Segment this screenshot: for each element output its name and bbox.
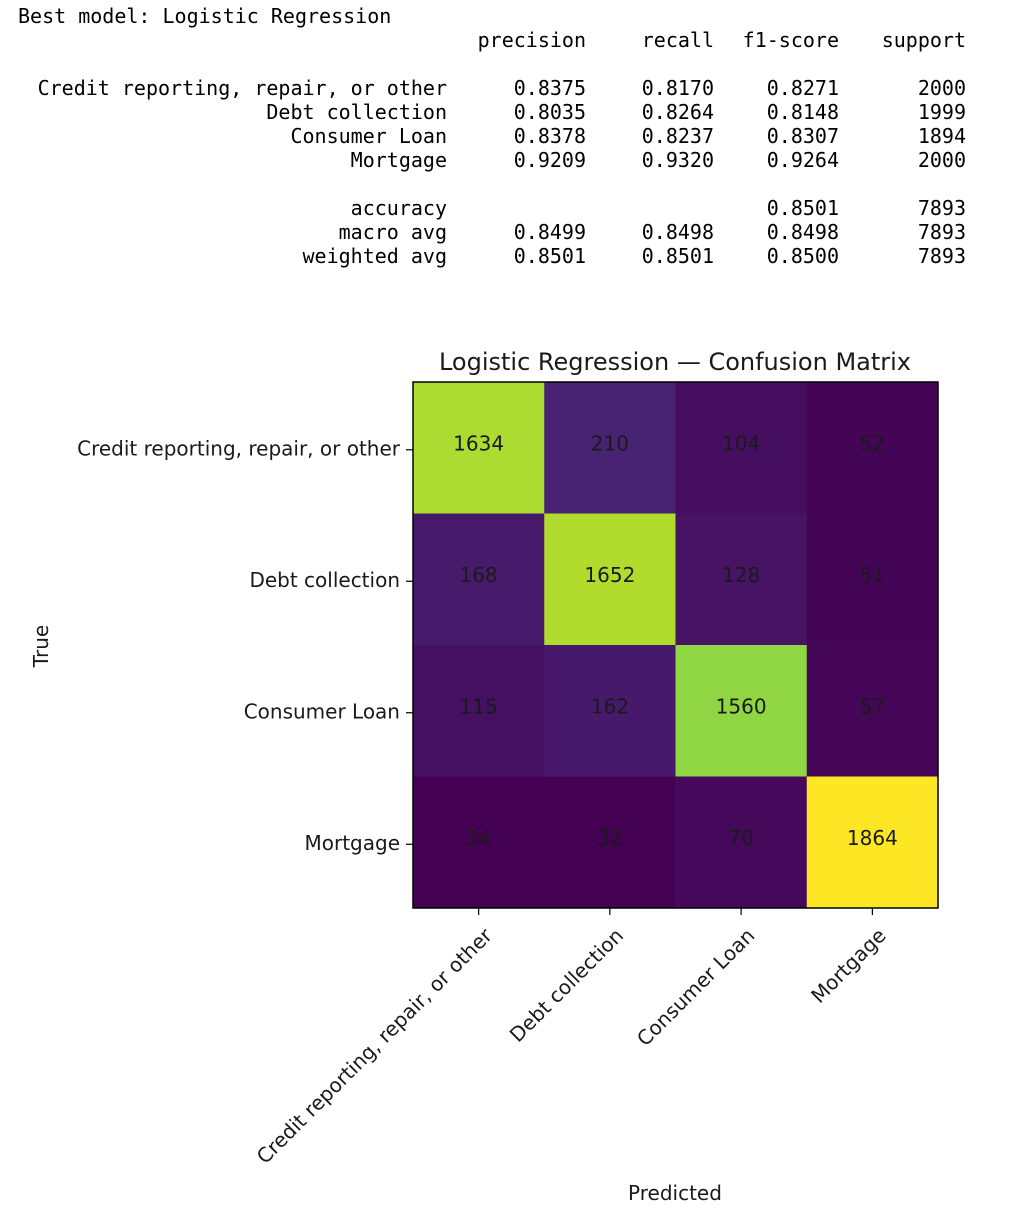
y-axis-label: True [29,625,53,668]
heatmap-cell [413,645,545,777]
heatmap-cell [675,382,808,514]
report-header-row: precision recall f1-score support [18,28,966,52]
heatmap-cell [544,513,676,646]
x-axis-label: Predicted [628,1181,722,1205]
cell-value-label: 51 [860,563,885,587]
cell-value-label: 128 [722,563,760,587]
cell-value-label: 1560 [716,694,767,718]
heatmap-cell [544,776,676,909]
cell-value-label: 32 [597,826,622,850]
cell-value-label: 70 [728,826,753,850]
cell-value-label: 57 [860,694,885,718]
heatmap-cell [806,776,939,909]
y-tick-label: Debt collection [249,568,400,592]
y-tick-label: Mortgage [304,831,400,855]
heatmap-cell [413,776,545,909]
row-label: Mortgage [350,148,447,172]
summary-recall: 0.8498 [641,220,714,244]
summary-row: weighted avg 0.8501 0.8501 0.8500 7893 [18,244,967,268]
row-label: Debt collection [266,100,447,124]
cell-value-label: 1652 [584,563,635,587]
row-f1: 0.8307 [766,124,839,148]
summary-f1: 0.8498 [766,220,839,244]
row-label: Consumer Loan [290,124,447,148]
cell-value-label: 34 [466,826,491,850]
row-f1: 0.8148 [766,100,839,124]
heatmap-cell [675,776,808,909]
summary-label: accuracy [350,196,447,220]
row-recall: 0.8170 [641,76,714,100]
x-tick-label: Mortgage [806,923,891,1008]
heatmap-cell [675,645,808,777]
cell-value-label: 210 [591,431,629,455]
row-support: 2000 [917,148,966,172]
row-label: Credit reporting, repair, or other [37,76,447,100]
row-recall: 0.8237 [641,124,714,148]
row-precision: 0.8378 [513,124,586,148]
plot-frame [412,381,939,909]
header-support: support [881,28,966,52]
x-tick-labels: Credit reporting, repair, or other Debt c… [252,908,891,1169]
header-precision: precision [477,28,586,52]
cell-value-label: 115 [460,694,498,718]
row-f1: 0.8271 [766,76,839,100]
report-row: Consumer Loan 0.8378 0.8237 0.8307 1894 [18,124,966,148]
summary-row: accuracy 0.8501 7893 [18,196,966,220]
row-recall: 0.9320 [641,148,714,172]
heatmap-cell [675,513,808,646]
x-tick-label: Debt collection [505,923,628,1046]
heatmap-cell [413,382,545,514]
heatmap-cell [413,513,545,646]
header-f1-score: f1-score [742,28,839,52]
heatmap-cells: 1634 210 104 52 168 1652 128 51 115 162 1560 57 34 32… [413,382,939,909]
cell-value-label: 52 [860,431,885,455]
best-model-line: Best model: Logistic Regression [18,4,392,28]
heatmap-cell [806,645,939,777]
row-precision: 0.8375 [513,76,586,100]
row-precision: 0.9209 [513,148,586,172]
cell-value-label: 104 [722,431,760,455]
heatmap-cell [544,645,676,777]
heatmap-cell [544,382,676,514]
summary-support: 7893 [917,196,966,220]
y-tick-label: Consumer Loan [244,699,400,723]
y-tick-labels: Credit reporting, repair, or other Debt c… [77,436,413,855]
cell-value-label: 1864 [847,826,898,850]
summary-row: macro avg 0.8499 0.8498 0.8498 7893 [18,220,966,244]
summary-support: 7893 [917,244,966,268]
summary-support: 7893 [917,220,966,244]
summary-label: macro avg [338,220,447,244]
classification-report: Best model: Logistic Regression precisio… [18,4,967,268]
chart-title: Logistic Regression — Confusion Matrix [439,348,911,376]
summary-label: weighted avg [302,244,448,268]
summary-f1: 0.8501 [766,196,839,220]
row-support: 1894 [917,124,966,148]
header-recall: recall [641,28,714,52]
x-tick-label: Credit reporting, repair, or other [252,923,498,1169]
row-support: 1999 [917,100,966,124]
confusion-matrix-chart: Logistic Regression — Confusion Matrix 1… [29,348,939,1205]
summary-f1: 0.8500 [766,244,839,268]
cell-value-label: 168 [460,563,498,587]
summary-precision: 0.8499 [513,220,586,244]
summary-recall: 0.8501 [641,244,714,268]
heatmap-cell [806,513,939,646]
row-support: 2000 [917,76,966,100]
report-row: Mortgage 0.9209 0.9320 0.9264 2000 [18,148,966,172]
row-f1: 0.9264 [766,148,839,172]
y-tick-label: Credit reporting, repair, or other [77,436,401,460]
report-row: Debt collection 0.8035 0.8264 0.8148 199… [18,100,966,124]
heatmap-cell [806,382,939,514]
summary-precision: 0.8501 [513,244,586,268]
report-row: Credit reporting, repair, or other 0.837… [18,76,966,100]
row-precision: 0.8035 [513,100,586,124]
cell-value-label: 162 [591,694,629,718]
cell-value-label: 1634 [453,431,504,455]
row-recall: 0.8264 [641,100,714,124]
x-tick-label: Consumer Loan [632,923,760,1051]
